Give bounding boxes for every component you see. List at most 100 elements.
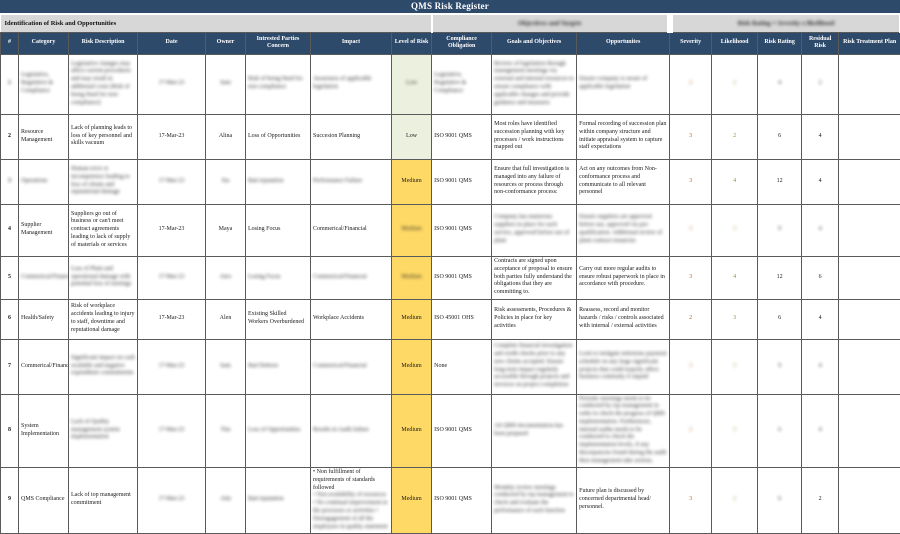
cell-text: 4	[819, 226, 822, 232]
cell-text: • Non fulfillment of requirements of sta…	[313, 469, 389, 492]
cell-text: 4	[733, 178, 736, 184]
cell-text: 4	[819, 178, 822, 184]
cell-text: 3	[689, 496, 692, 502]
cell-desc: Risk of workplace accidents leading to i…	[69, 299, 138, 339]
cell-date: 17-Mar-23	[138, 339, 206, 394]
cell-date: 17-Mar-23	[138, 54, 206, 114]
cell-rating: 6	[758, 114, 802, 159]
cell-text: 6	[778, 496, 781, 502]
cell-text: Medium	[401, 274, 421, 280]
cell-text: 6	[819, 274, 822, 280]
cell-text: 17-Mar-23	[159, 80, 185, 86]
cell-category: System Implementation	[19, 394, 69, 467]
cell-text: 6	[778, 315, 781, 321]
cell-text: Risk of workplace accidents leading to i…	[71, 303, 134, 332]
document-title: QMS Risk Register	[411, 1, 489, 11]
col-header-treatment: Risk Treatment Plan	[839, 32, 900, 54]
cell-residual: 6	[802, 256, 839, 299]
cell-level: Medium	[392, 467, 432, 533]
cell-owner: Sia	[206, 159, 246, 204]
cell-rating: 12	[758, 256, 802, 299]
cell-num: 2	[1, 114, 19, 159]
cell-text: Loss of Plant and operational damage wit…	[71, 266, 131, 288]
cell-owner: Sam	[206, 339, 246, 394]
cell-text: 9	[778, 363, 781, 369]
cell-residual: 4	[802, 394, 839, 467]
cell-parties: Bad reputation	[246, 159, 311, 204]
cell-likelihood: 4	[712, 159, 758, 204]
cell-impact: • Non fulfillment of requirements of sta…	[311, 467, 392, 533]
cell-severity: 3	[670, 256, 712, 299]
cell-text: Sia	[222, 178, 230, 184]
cell-text: Supplier Management	[21, 222, 52, 236]
cell-date: 17-Mar-23	[138, 299, 206, 339]
cell-category: Operations	[19, 159, 69, 204]
cell-text: Bad Debtors	[248, 363, 278, 369]
cell-text: Most roles have identified succession pl…	[494, 121, 565, 150]
cell-likelihood: 2	[712, 114, 758, 159]
cell-owner: Maya	[206, 204, 246, 256]
cell-category: Supplier Management	[19, 204, 69, 256]
cell-text: 6	[778, 427, 781, 433]
cell-text: ISO 9001 QMS	[434, 226, 472, 232]
cell-num: 9	[1, 467, 19, 533]
cell-text: 4	[778, 80, 781, 86]
cell-text: Commerical/Financial	[313, 363, 367, 369]
cell-text: 3	[733, 427, 736, 433]
col-header-compliance: Compliance Obligation	[432, 32, 492, 54]
cell-level: Low	[392, 54, 432, 114]
cell-desc: Loss of Plant and operational damage wit…	[69, 256, 138, 299]
cell-text: Low	[406, 80, 417, 86]
cell-text: 3	[689, 178, 692, 184]
cell-opp: Periodic meetings needs to be conducted …	[577, 394, 670, 467]
cell-text: Medium	[401, 315, 421, 321]
cell-text: 17-Mar-23	[159, 133, 185, 139]
cell-text: 4	[819, 315, 822, 321]
col-header-desc: Risk Description	[69, 32, 138, 54]
cell-text: Periodic meetings needs to be conducted …	[579, 396, 666, 464]
cell-compliance: ISO 9001 QMS	[432, 256, 492, 299]
cell-date: 17-Mar-23	[138, 159, 206, 204]
cell-text: 12	[777, 178, 783, 184]
cell-text: Maya	[219, 226, 233, 232]
cell-treatment	[839, 394, 900, 467]
cell-opp: Reassess, record and monitor hazards / r…	[577, 299, 670, 339]
cell-text: 2	[819, 496, 822, 502]
cell-text: Performance Failure	[313, 178, 362, 184]
cell-text: Bad reputation	[248, 178, 284, 184]
cell-treatment	[839, 467, 900, 533]
cell-compliance: ISO 9001 QMS	[432, 114, 492, 159]
cell-treatment	[839, 159, 900, 204]
cell-text: Medium	[401, 178, 421, 184]
cell-rating: 6	[758, 299, 802, 339]
cell-text: Medium	[401, 496, 421, 502]
risk-row-4: 4 Supplier Management Suppliers go out of …	[1, 204, 900, 256]
cell-text: 17-Mar-23	[159, 226, 185, 232]
cell-severity: 3	[670, 467, 712, 533]
cell-level: Medium	[392, 299, 432, 339]
cell-residual: 4	[802, 204, 839, 256]
cell-text: Contracts are signed upon acceptance of …	[494, 258, 572, 295]
cell-text: Lack of planning leads to loss of key pe…	[71, 125, 132, 147]
cell-likelihood: 2	[712, 467, 758, 533]
cell-rating: 4	[758, 54, 802, 114]
cell-text: Ensure suppliers are approved before use…	[579, 214, 662, 243]
cell-num: 8	[1, 394, 19, 467]
cell-level: Medium	[392, 256, 432, 299]
cell-desc: Significant impact on cash available and…	[69, 339, 138, 394]
cell-text: 3	[689, 133, 692, 139]
cell-compliance: ISO 9001 QMS	[432, 204, 492, 256]
cell-num: 7	[1, 339, 19, 394]
cell-text: 17-Mar-23	[159, 363, 185, 369]
cell-date: 17-Mar-23	[138, 256, 206, 299]
cell-text: 9	[8, 496, 11, 502]
cell-text: Review of legislation through management…	[494, 61, 574, 106]
cell-desc: Suppliers go out of business or can't me…	[69, 204, 138, 256]
cell-category: Health/Safety	[19, 299, 69, 339]
col-header-impact: Impact	[311, 32, 392, 54]
col-header-num: #	[1, 32, 19, 54]
cell-severity: 2	[670, 394, 712, 467]
